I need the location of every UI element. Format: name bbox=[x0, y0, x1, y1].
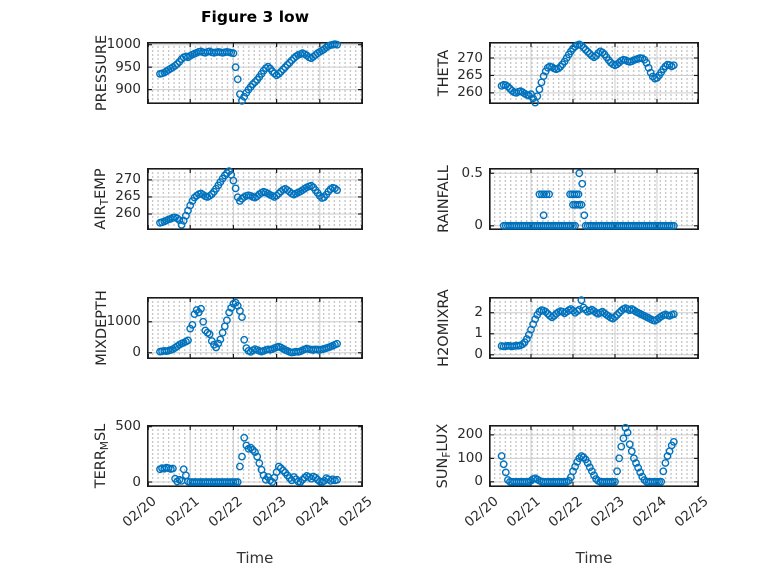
subplot-terr-msl: 0 500 TERRMSL 02/20 02/21 02/22 02/23 02/24 02/2… bbox=[93, 419, 376, 531]
y-tick-label: 270 bbox=[457, 49, 483, 66]
data-series-rainfall bbox=[499, 169, 678, 230]
data-series-h2omixra bbox=[497, 296, 678, 351]
y-tick-label: 265 bbox=[457, 66, 483, 83]
y-tick-label: 265 bbox=[115, 188, 141, 205]
x-tick-label: 02/21 bbox=[162, 493, 203, 531]
x-tick-label: 02/20 bbox=[119, 493, 160, 531]
data-series-air-temp bbox=[156, 167, 342, 229]
y-tick-label: 1000 bbox=[106, 313, 141, 330]
x-tick-label: 02/22 bbox=[545, 493, 586, 531]
x-tick-label: 02/25 bbox=[335, 493, 376, 531]
plot-area-air-temp bbox=[147, 167, 363, 231]
data-series-terr-msl bbox=[156, 433, 342, 486]
x-tick-label: 02/22 bbox=[205, 493, 247, 531]
subplot-air-temp: 260 265 270 AIRTEMP bbox=[93, 167, 363, 231]
subplot-theta: 260 265 270 THETA bbox=[436, 40, 699, 107]
minor-grid bbox=[491, 427, 697, 485]
plot-area-mixdepth bbox=[147, 297, 363, 360]
x-tick-label: 02/20 bbox=[461, 493, 502, 531]
data-series-theta bbox=[497, 40, 678, 107]
y-tick-label: 0 bbox=[474, 217, 483, 234]
x-tick-label: 02/23 bbox=[249, 493, 290, 531]
y-tick-label: 100 bbox=[457, 449, 483, 466]
x-tick-label: 02/25 bbox=[671, 493, 712, 531]
x-tick-label: 02/21 bbox=[503, 493, 544, 531]
y-tick-label: 260 bbox=[115, 205, 141, 222]
y-tick-label: 0 bbox=[132, 344, 141, 361]
y-axis-label-terr-msl: TERRMSL bbox=[93, 423, 111, 489]
y-axis-label-rainfall: RAINFALL bbox=[436, 165, 452, 233]
plot-area-sun-flux bbox=[489, 423, 699, 488]
y-tick-label: 1000 bbox=[106, 36, 141, 53]
y-tick-label: 1 bbox=[474, 325, 483, 342]
x-tick-label: 02/24 bbox=[292, 493, 333, 531]
data-series-sun-flux bbox=[497, 423, 678, 486]
y-axis-label-air-temp: AIRTEMP bbox=[93, 168, 111, 230]
subplot-sun-flux: 0 100 200 SUNFLUX 02/20 02/21 02/22 02/23 02/24 0… bbox=[435, 423, 712, 531]
y-tick-label: 500 bbox=[115, 418, 141, 435]
y-axis-label-mixdepth: MIXDEPTH bbox=[94, 290, 110, 366]
y-axis-label-theta: THETA bbox=[436, 49, 452, 97]
y-axis-label-pressure: PRESSURE bbox=[94, 34, 110, 112]
y-tick-label: 200 bbox=[457, 426, 483, 443]
y-tick-label: 0 bbox=[474, 473, 483, 490]
data-series-pressure bbox=[156, 40, 342, 105]
y-tick-label: 0 bbox=[474, 346, 483, 363]
minor-grid bbox=[491, 299, 697, 357]
x-axis-label-right: Time bbox=[575, 549, 613, 567]
y-tick-label: 270 bbox=[115, 171, 141, 188]
x-tick-label: 02/23 bbox=[587, 493, 628, 531]
plot-area-rainfall bbox=[489, 168, 699, 231]
subplot-rainfall: 0 0.5 RAINFALL bbox=[436, 165, 699, 233]
y-tick-label: 900 bbox=[115, 81, 141, 98]
y-axis-label-h2omixra: H2OMIXRA bbox=[436, 289, 452, 367]
x-tick-label: 02/24 bbox=[629, 493, 670, 531]
subplot-mixdepth: 0 1000 MIXDEPTH bbox=[94, 290, 363, 366]
subplot-h2omixra: 0 1 2 H2OMIXRA bbox=[436, 289, 699, 367]
figure-title: Figure 3 low bbox=[200, 8, 310, 26]
plot-area-terr-msl bbox=[147, 425, 363, 488]
plot-area-h2omixra bbox=[489, 296, 699, 360]
plot-area-pressure bbox=[147, 40, 363, 105]
y-tick-label: 0.5 bbox=[461, 164, 483, 181]
y-tick-label: 0 bbox=[132, 473, 141, 490]
subplot-pressure: 900 950 1000 PRESSURE bbox=[94, 35, 363, 111]
y-tick-label: 260 bbox=[457, 84, 483, 101]
y-tick-label: 950 bbox=[115, 58, 141, 75]
plot-area-theta bbox=[489, 40, 699, 107]
data-series-mixdepth bbox=[156, 298, 342, 357]
x-axis-label-left: Time bbox=[236, 549, 274, 567]
minor-grid bbox=[491, 170, 697, 228]
y-tick-label: 2 bbox=[474, 304, 483, 321]
y-axis-label-sun-flux: SUNFLUX bbox=[435, 423, 453, 489]
